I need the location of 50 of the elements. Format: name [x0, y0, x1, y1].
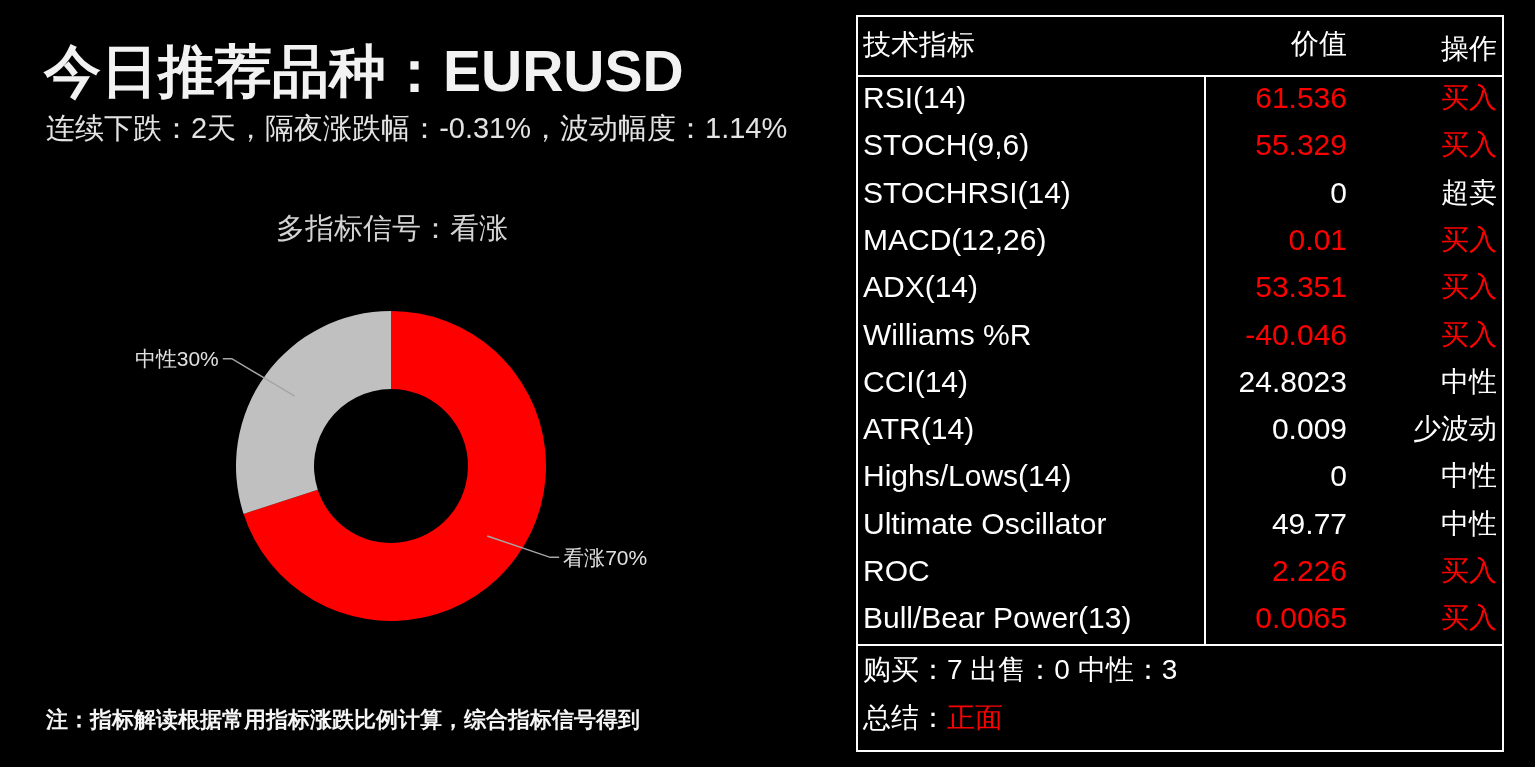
category-label: RSI(14) [863, 81, 967, 114]
category-label: Bull/Bear Power(13) [863, 601, 1132, 635]
data-label: 61.536 [1255, 80, 1347, 116]
category-label: 买入 [1441, 602, 1497, 634]
data-label: 53.351 [1255, 269, 1347, 306]
data-label: 55.329 [1255, 127, 1347, 164]
data-label: 0.01 [1288, 221, 1347, 258]
slice-label: 看涨70% [563, 545, 648, 569]
category-label: 中性 [1441, 507, 1497, 539]
data-label: 0 [1330, 174, 1347, 211]
category-label: ADX(14) [863, 270, 979, 304]
category-label: 买入 [1441, 318, 1497, 350]
category-label: STOCHRSI(14) [863, 175, 1071, 209]
category-label: 中性 [1441, 365, 1497, 397]
category-label: 买入 [1441, 129, 1497, 161]
data-label: 0 [1330, 458, 1347, 495]
category-label: Williams %R [863, 317, 1032, 351]
text: 多指标信号：看涨 [276, 212, 508, 244]
category-label: MACD(12,26) [863, 222, 1047, 256]
chart-title: 今日推荐品种：EURUSD [44, 39, 684, 103]
text: 价值 [1291, 28, 1347, 59]
category-label: Ultimate Oscillator [863, 506, 1107, 540]
data-label: 0.009 [1271, 411, 1347, 448]
chart-subtitle: 连续下跌：2天，隔夜涨跌幅：-0.31%，波动幅度：1.14% [46, 112, 788, 144]
text: 购买：7 出售：0 中性：3 [863, 653, 1178, 685]
donut-slice [243, 311, 546, 621]
data-label: 24.8023 [1238, 363, 1347, 400]
category-label: 买入 [1441, 555, 1497, 586]
category-label: Highs/Lows(14) [863, 459, 1072, 493]
text: 正面 [947, 701, 1003, 733]
category-label: 超卖 [1441, 176, 1497, 208]
category-label: 买入 [1441, 223, 1497, 255]
donut-slice [236, 311, 391, 514]
category-label: 中性 [1441, 460, 1497, 492]
text: 注：指标解读根据常用指标涨跌比例计算，综合指标信号得到 [46, 707, 640, 732]
text: 操作 [1441, 33, 1497, 64]
category-label: ATR(14) [863, 412, 975, 446]
category-label: 少波动 [1413, 413, 1497, 445]
category-label: CCI(14) [863, 364, 969, 398]
category-label: ROC [863, 554, 930, 587]
data-label: 0.0065 [1255, 600, 1347, 637]
data-label: 49.77 [1271, 505, 1347, 542]
data-label: -40.046 [1245, 316, 1347, 353]
text: 技术指标 [863, 29, 975, 60]
category-label: STOCH(9,6) [863, 128, 1030, 162]
data-label: 2.226 [1271, 553, 1347, 589]
category-label: 买入 [1441, 271, 1497, 303]
category-label: 买入 [1441, 82, 1497, 113]
slice-label: 中性30% [134, 347, 219, 371]
text: 总结： [863, 701, 947, 733]
